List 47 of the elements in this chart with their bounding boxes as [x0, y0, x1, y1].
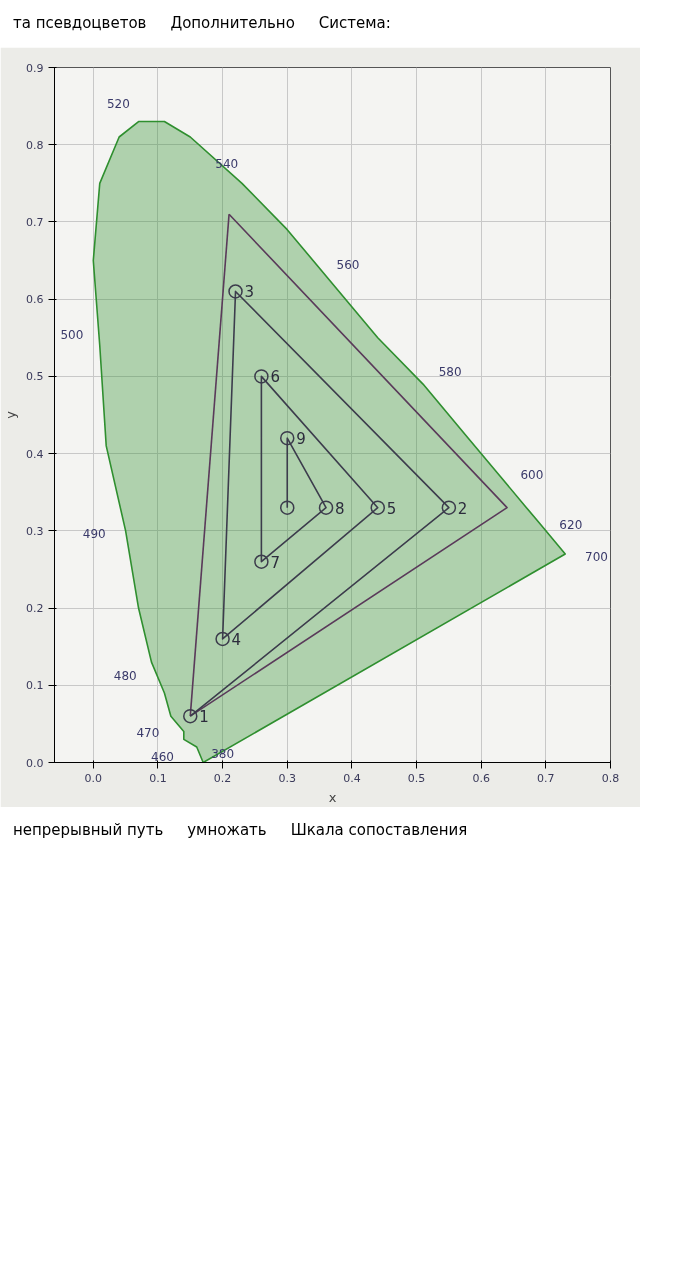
x-tick-label: 0.7: [537, 771, 555, 785]
text: Дополнительно: [170, 14, 295, 32]
x-tick-label: 0.4: [343, 771, 361, 785]
x-tick-label: 0.6: [472, 771, 490, 785]
annotation: 600: [520, 468, 544, 483]
y-tick-label: 0.6: [26, 293, 44, 307]
x-axis-title: x: [328, 789, 337, 805]
annotation: 580: [438, 365, 462, 380]
annotation: 620: [559, 518, 583, 533]
y-tick-label: 0.0: [26, 756, 44, 770]
y-tick-label: 0.8: [26, 139, 44, 153]
y-tick-label: 0.7: [26, 216, 44, 230]
annotation: 8: [335, 500, 345, 519]
annotation: 7: [270, 554, 280, 573]
text: умножать: [187, 821, 267, 840]
text: Система:: [318, 14, 391, 32]
annotation: 1: [199, 708, 209, 727]
annotation: 4: [231, 631, 242, 650]
annotation: 480: [113, 669, 137, 684]
x-tick-label: 0.5: [407, 771, 426, 785]
annotation: 470: [136, 726, 160, 741]
annotation: 9: [296, 430, 306, 449]
text: та псевдоцветов: [13, 14, 147, 32]
y-tick-label: 0.1: [26, 679, 44, 693]
annotation: 6: [270, 368, 280, 387]
annotation: 520: [106, 97, 130, 112]
annotation: 560: [336, 258, 360, 273]
annotation: 2: [457, 500, 468, 519]
x-tick-label: 0.8: [601, 771, 620, 785]
annotation: 460: [151, 750, 174, 765]
x-tick-label: 0.3: [278, 771, 296, 785]
x-tick-label: 0.0: [84, 771, 103, 785]
y-tick-label: 0.5: [26, 370, 44, 384]
annotation: 5: [386, 500, 397, 519]
y-tick-label: 0.4: [26, 448, 44, 462]
x-tick-label: 0.2: [213, 771, 232, 785]
annotation: 500: [60, 327, 84, 342]
text: Шкала сопоставления: [290, 821, 468, 840]
y-tick-label: 0.9: [26, 61, 44, 75]
annotation: 700: [585, 550, 608, 565]
x-tick-label: 0.1: [149, 771, 167, 785]
annotation: 3: [244, 283, 255, 302]
y-tick-label: 0.2: [26, 602, 44, 616]
y-tick-label: 0.3: [26, 525, 44, 539]
y-axis-title: y: [3, 411, 19, 420]
text: непрерывный путь: [13, 821, 164, 840]
annotation: 490: [82, 527, 106, 542]
